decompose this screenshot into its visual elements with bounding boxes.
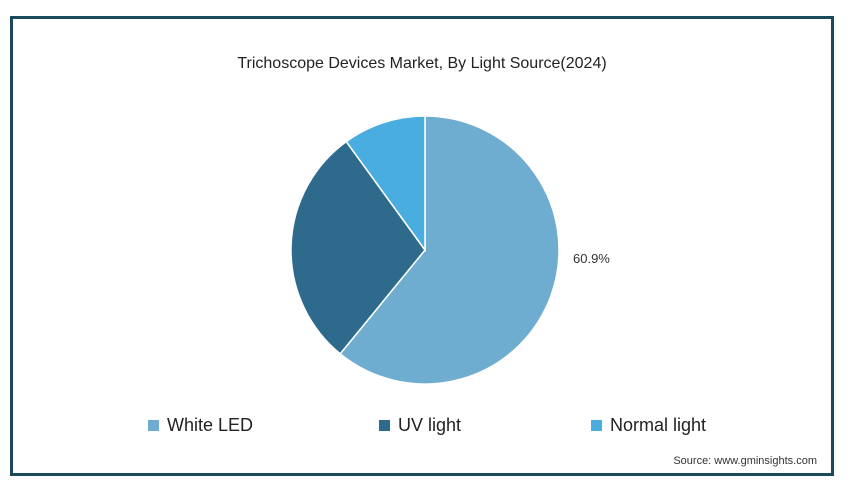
pie-data-labels: 60.9% bbox=[573, 251, 610, 266]
pie-slices bbox=[290, 115, 560, 385]
chart-title: Trichoscope Devices Market, By Light Sou… bbox=[237, 55, 607, 72]
pie-data-label: 60.9% bbox=[573, 251, 610, 266]
legend-label: Normal light bbox=[610, 415, 707, 435]
source-note: Source: www.gminsights.com bbox=[673, 455, 817, 467]
legend-item-normal-light: Normal light bbox=[591, 415, 706, 436]
pie-chart: 60.9% bbox=[290, 115, 610, 385]
legend-item-white-led: White LED bbox=[148, 415, 253, 436]
legend-label: White LED bbox=[167, 415, 254, 435]
pie-slice-white-led bbox=[339, 115, 560, 385]
pie-slice-uv-light bbox=[290, 140, 426, 355]
legend-item-uv-light: UV light bbox=[379, 415, 461, 436]
legend-label: UV light bbox=[398, 415, 462, 435]
legend-swatch bbox=[148, 420, 159, 431]
legend-swatch bbox=[591, 420, 602, 431]
chart-frame: Trichoscope Devices Market, By Light Sou… bbox=[10, 16, 834, 476]
legend-swatch bbox=[379, 420, 390, 431]
pie-slice-normal-light bbox=[345, 115, 426, 253]
